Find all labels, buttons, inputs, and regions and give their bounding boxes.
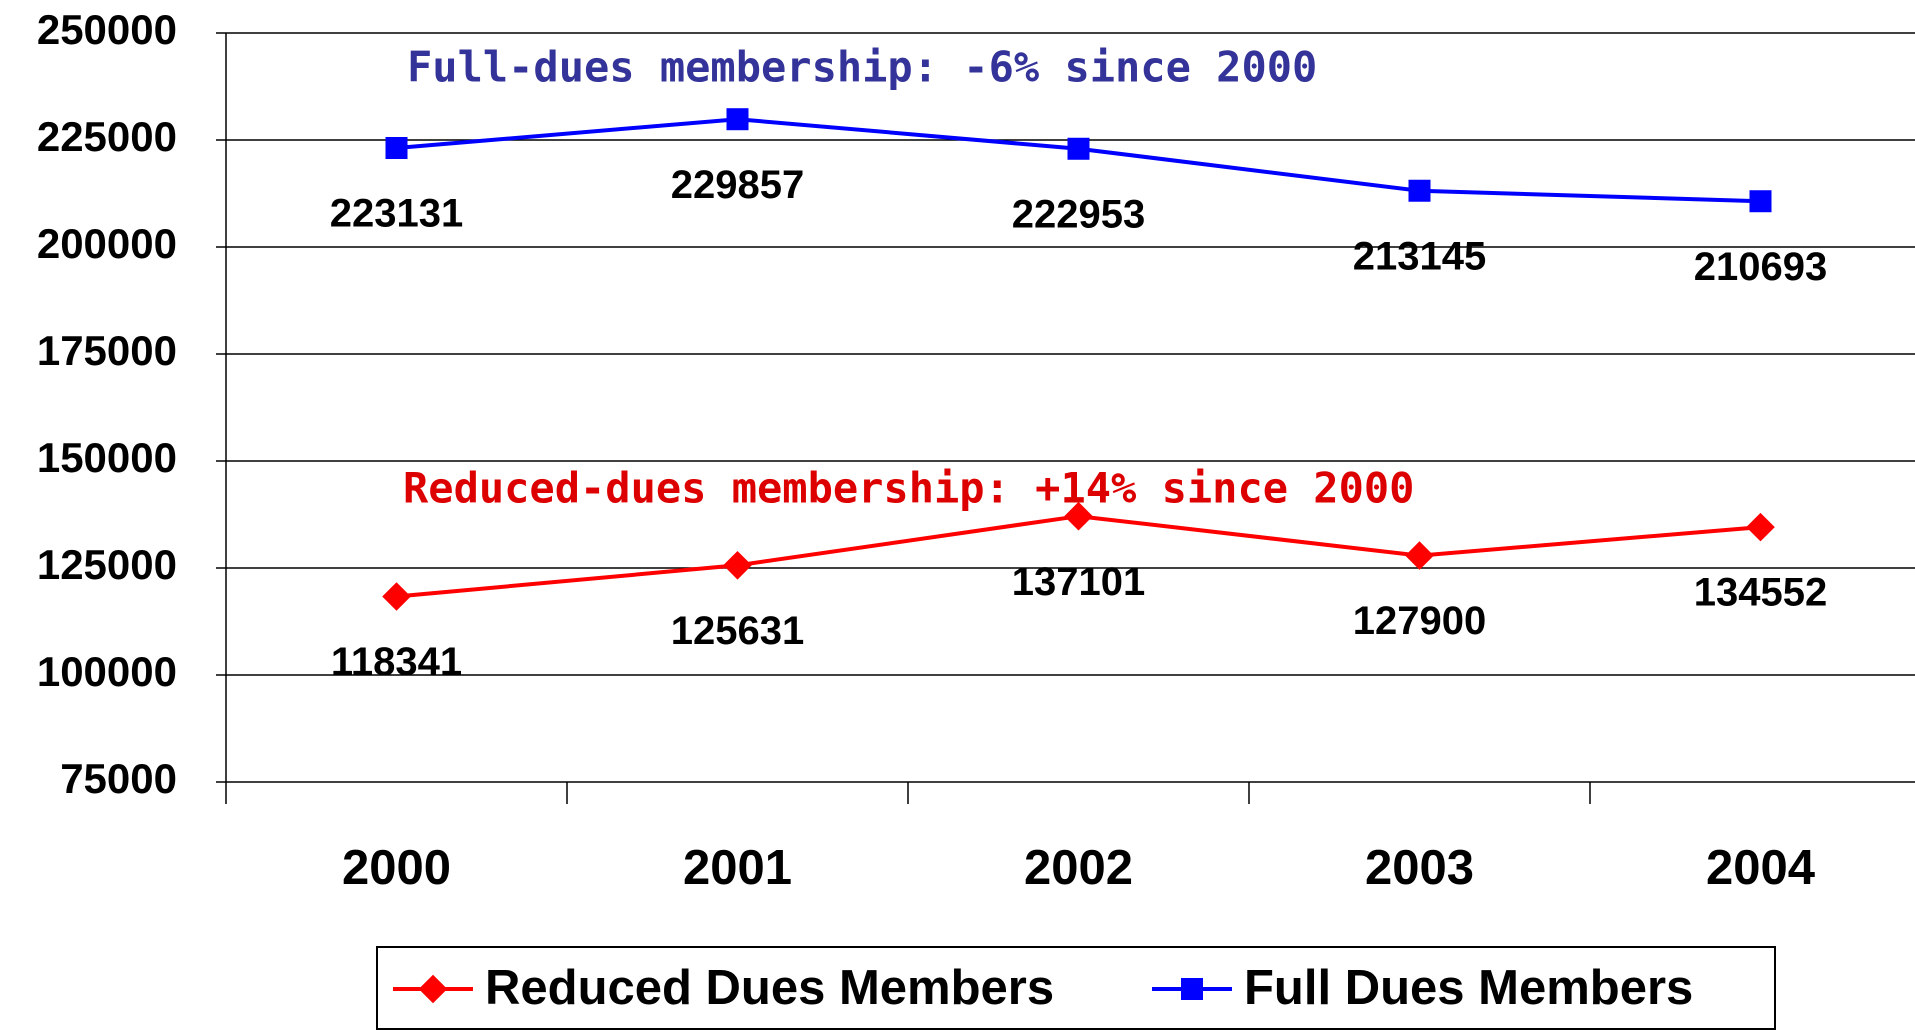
point <box>385 136 408 159</box>
point <box>1408 179 1431 202</box>
x-tick-label: 2003 <box>1365 841 1474 895</box>
legend-label: Full Dues Members <box>1244 961 1693 1015</box>
y-tick-label: 125000 <box>37 541 177 588</box>
y-tick-label: 250000 <box>37 6 177 53</box>
x-tick-label: 2000 <box>342 841 451 895</box>
point <box>726 108 749 131</box>
x-tick-label: 2004 <box>1706 841 1815 895</box>
data-label: 229857 <box>671 163 804 207</box>
annotation: Full-dues membership: -6% since 2000 <box>407 43 1317 92</box>
y-tick-label: 225000 <box>37 113 177 160</box>
point <box>1749 190 1772 213</box>
data-label: 118341 <box>331 640 462 684</box>
y-tick-label: 175000 <box>37 327 177 374</box>
legend-label: Reduced Dues Members <box>485 961 1054 1015</box>
data-label: 137101 <box>1012 560 1145 604</box>
legend-box <box>376 946 1776 1030</box>
data-label: 222953 <box>1012 192 1145 236</box>
data-label: 127900 <box>1353 599 1486 643</box>
y-tick-label: 150000 <box>37 434 177 481</box>
annotation: Reduced-dues membership: +14% since 2000 <box>403 464 1414 513</box>
x-tick-label: 2001 <box>683 841 792 895</box>
data-label: 223131 <box>330 192 463 236</box>
point <box>1405 541 1434 570</box>
data-label: 213145 <box>1353 234 1486 278</box>
series-line <box>396 117 1761 204</box>
point <box>382 582 411 611</box>
y-tick-label: 75000 <box>60 755 177 802</box>
x-tick-label: 2002 <box>1024 841 1133 895</box>
data-label: 134552 <box>1694 571 1827 615</box>
point <box>1181 978 1203 1000</box>
point <box>1067 137 1090 160</box>
data-label: 210693 <box>1694 245 1827 289</box>
y-tick-label: 100000 <box>37 648 177 695</box>
y-tick-label: 200000 <box>37 220 177 267</box>
data-label: 125631 <box>671 609 804 653</box>
point <box>1064 501 1093 531</box>
point <box>723 550 752 580</box>
point <box>418 974 448 1004</box>
point <box>1746 512 1775 542</box>
